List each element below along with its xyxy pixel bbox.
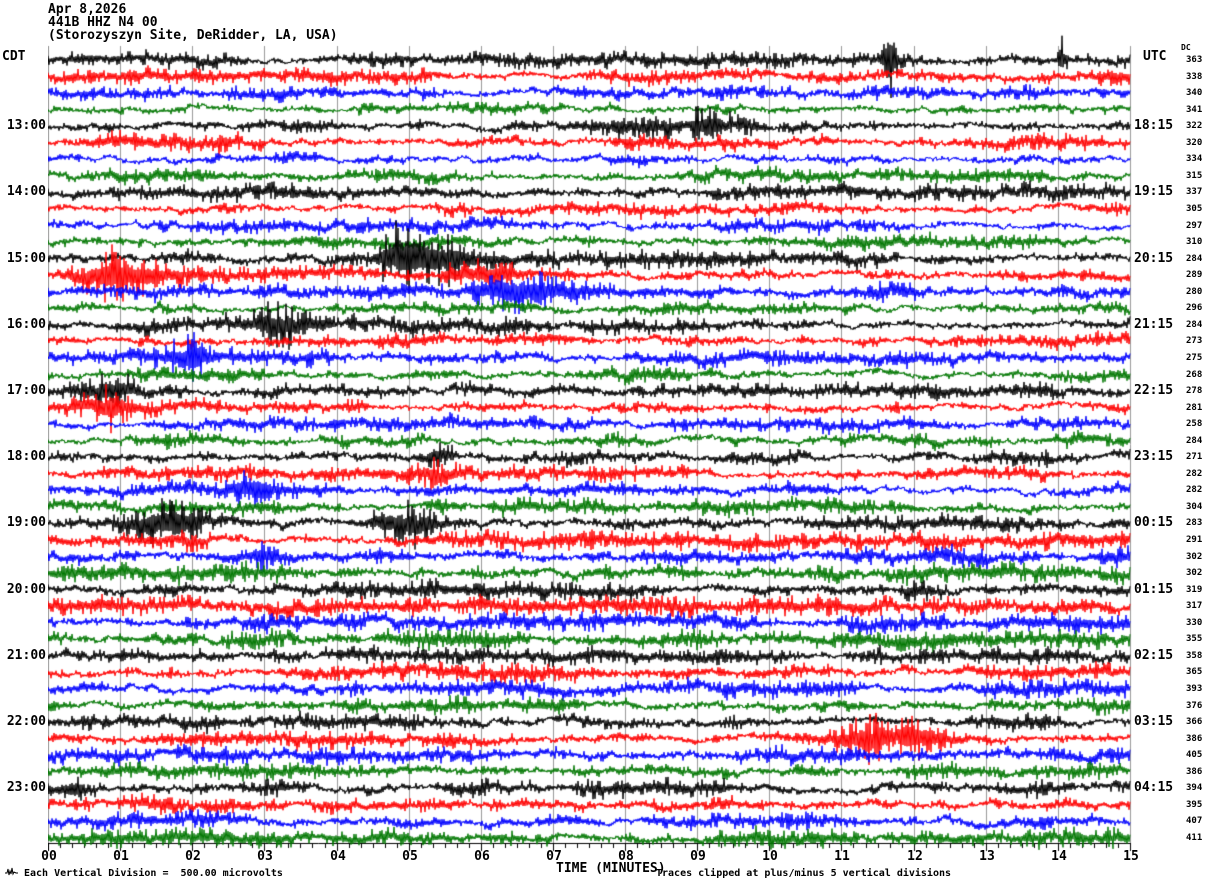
dc-value: 363 <box>1186 55 1203 65</box>
dc-value: 315 <box>1186 171 1203 181</box>
utc-hour-label: 00:15 <box>1134 515 1174 530</box>
utc-hour-label: 23:15 <box>1134 449 1174 464</box>
dc-value: 386 <box>1186 767 1203 777</box>
dc-value: 394 <box>1186 783 1203 793</box>
dc-value: 283 <box>1186 518 1203 528</box>
x-tick-label: 11 <box>834 849 850 864</box>
x-tick-label: 03 <box>257 849 273 864</box>
footer-clip-note: Traces clipped at plus/minus 5 vertical … <box>656 868 952 879</box>
x-tick-label: 13 <box>979 849 995 864</box>
dc-value: 320 <box>1186 138 1203 148</box>
x-tick-label: 00 <box>41 849 57 864</box>
dc-value: 302 <box>1186 552 1203 562</box>
dc-value: 282 <box>1186 485 1203 495</box>
x-tick-label: 02 <box>185 849 201 864</box>
dc-value: 281 <box>1186 403 1203 413</box>
dc-value: 271 <box>1186 452 1203 462</box>
dc-value: 376 <box>1186 701 1203 711</box>
cdt-label: CDT <box>2 49 26 64</box>
x-tick-label: 01 <box>113 849 129 864</box>
dc-value: 334 <box>1186 154 1203 164</box>
utc-hour-label: 02:15 <box>1134 648 1174 663</box>
dc-value: 411 <box>1186 833 1203 843</box>
x-tick-label: 10 <box>762 849 778 864</box>
dc-value: 338 <box>1186 72 1203 82</box>
seismogram-canvas <box>48 28 1132 856</box>
dc-value: 405 <box>1186 750 1203 760</box>
cdt-hour-label: 14:00 <box>6 184 46 199</box>
x-tick-label: 06 <box>474 849 490 864</box>
cdt-hour-label: 21:00 <box>6 648 46 663</box>
header-station: 441B HHZ N4 00 <box>48 15 158 30</box>
dc-value: 340 <box>1186 88 1203 98</box>
dc-value: 407 <box>1186 816 1203 826</box>
dc-value: 337 <box>1186 187 1203 197</box>
dc-value: 297 <box>1186 221 1203 231</box>
cdt-hour-label: 17:00 <box>6 383 46 398</box>
x-axis-title: TIME (MINUTES) <box>556 861 666 876</box>
dc-value: 258 <box>1186 419 1203 429</box>
dc-value: 305 <box>1186 204 1203 214</box>
dc-value: 280 <box>1186 287 1203 297</box>
cdt-hour-label: 22:00 <box>6 714 46 729</box>
dc-value: 289 <box>1186 270 1203 280</box>
dc-value: 317 <box>1186 601 1203 611</box>
dc-value: 296 <box>1186 303 1203 313</box>
cdt-hour-label: 13:00 <box>6 118 46 133</box>
dc-value: 282 <box>1186 469 1203 479</box>
footer-scale-note: Each Vertical Division = 500.00 microvol… <box>24 868 283 879</box>
dc-value: 365 <box>1186 667 1203 677</box>
utc-hour-label: 21:15 <box>1134 317 1174 332</box>
utc-hour-label: 04:15 <box>1134 780 1174 795</box>
mini-seismo-icon <box>5 867 18 876</box>
dc-value: 284 <box>1186 320 1203 330</box>
x-tick-label: 04 <box>330 849 346 864</box>
cdt-hour-label: 19:00 <box>6 515 46 530</box>
dc-value: 355 <box>1186 634 1203 644</box>
utc-hour-label: 19:15 <box>1134 184 1174 199</box>
dc-value: 284 <box>1186 436 1203 446</box>
x-tick-label: 12 <box>907 849 923 864</box>
dc-value: 322 <box>1186 121 1203 131</box>
utc-hour-label: 20:15 <box>1134 251 1174 266</box>
cdt-hour-label: 16:00 <box>6 317 46 332</box>
cdt-hour-label: 23:00 <box>6 780 46 795</box>
dc-value: 366 <box>1186 717 1203 727</box>
cdt-hour-label: 15:00 <box>6 251 46 266</box>
dc-value: 310 <box>1186 237 1203 247</box>
x-tick-label: 07 <box>546 849 562 864</box>
dc-value: 268 <box>1186 370 1203 380</box>
dc-value: 304 <box>1186 502 1203 512</box>
dc-value: 358 <box>1186 651 1203 661</box>
utc-label: UTC <box>1143 49 1167 64</box>
x-tick-label: 08 <box>618 849 634 864</box>
dc-value: 273 <box>1186 336 1203 346</box>
dc-value: 395 <box>1186 800 1203 810</box>
dc-value: 319 <box>1186 585 1203 595</box>
utc-hour-label: 03:15 <box>1134 714 1174 729</box>
dc-column-label: DC <box>1181 43 1191 52</box>
cdt-hour-label: 18:00 <box>6 449 46 464</box>
dc-value: 291 <box>1186 535 1203 545</box>
dc-value: 393 <box>1186 684 1203 694</box>
x-tick-label: 14 <box>1051 849 1067 864</box>
x-tick-label: 09 <box>690 849 706 864</box>
dc-value: 330 <box>1186 618 1203 628</box>
header-date: Apr 8,2026 <box>48 2 127 17</box>
dc-value: 341 <box>1186 105 1203 115</box>
x-tick-label: 15 <box>1123 849 1139 864</box>
dc-value: 278 <box>1186 386 1203 396</box>
utc-hour-label: 18:15 <box>1134 118 1174 133</box>
dc-value: 386 <box>1186 734 1203 744</box>
dc-value: 275 <box>1186 353 1203 363</box>
utc-hour-label: 22:15 <box>1134 383 1174 398</box>
x-tick-label: 05 <box>402 849 418 864</box>
dc-value: 302 <box>1186 568 1203 578</box>
dc-value: 284 <box>1186 254 1203 264</box>
utc-hour-label: 01:15 <box>1134 582 1174 597</box>
cdt-hour-label: 20:00 <box>6 582 46 597</box>
